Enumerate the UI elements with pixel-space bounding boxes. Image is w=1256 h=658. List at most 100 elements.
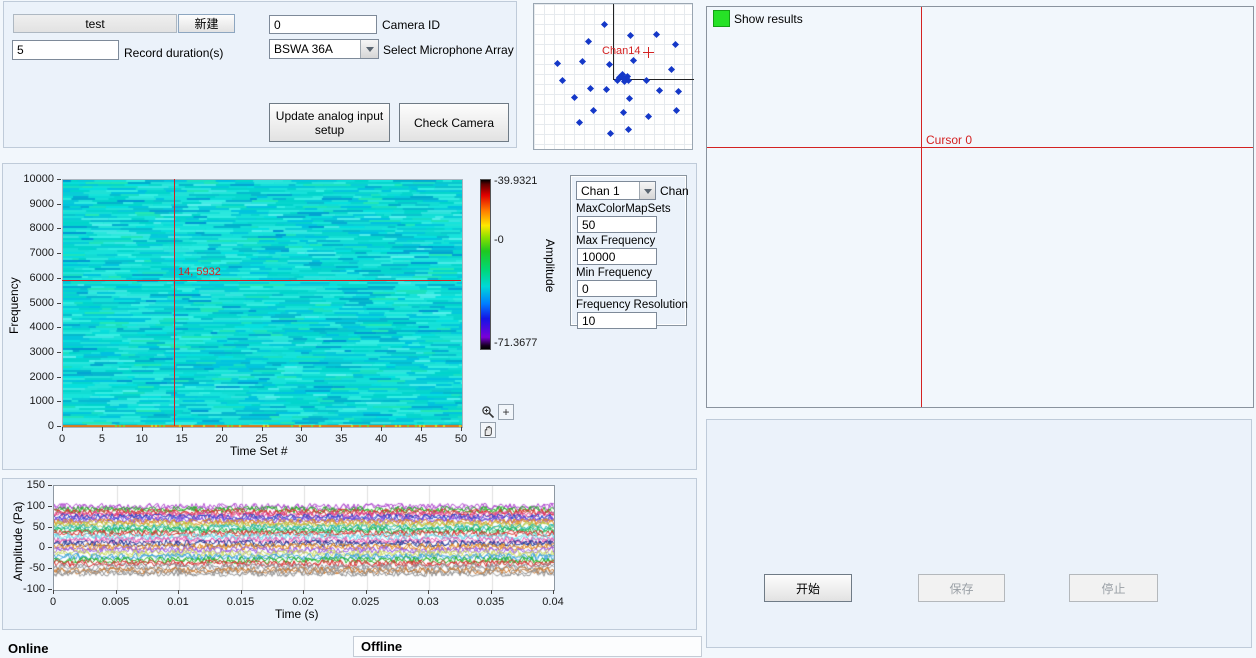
mic-dot — [672, 41, 679, 48]
min-frequency-input[interactable] — [577, 280, 657, 297]
mic-dot — [554, 60, 561, 67]
zoom-icon[interactable] — [480, 404, 496, 420]
x-tick-label: 0 — [35, 596, 71, 608]
save-button[interactable]: 保存 — [918, 574, 1005, 602]
camera-cursor-label: Cursor 0 — [926, 133, 972, 147]
start-button[interactable]: 开始 — [764, 574, 852, 602]
offline-status-box: Offline — [353, 636, 702, 657]
x-tick-label: 30 — [283, 433, 319, 445]
chan-selected-value: Chan 1 — [581, 184, 620, 198]
min-frequency-label: Min Frequency — [576, 267, 652, 279]
mic-dot — [673, 107, 680, 114]
update-analog-input-label: Update analog input setup — [272, 109, 387, 137]
camera-view[interactable]: Show results Cursor 0 — [706, 6, 1254, 408]
update-analog-input-button[interactable]: Update analog input setup — [269, 103, 390, 142]
spectrogram-panel: Frequency 051015202530354045501000090008… — [2, 163, 697, 470]
x-tick-label: 15 — [164, 433, 200, 445]
mic-dot — [626, 95, 633, 102]
y-tick-label: 50 — [5, 521, 45, 533]
x-tick-label: 0.005 — [98, 596, 134, 608]
show-results-label: Show results — [734, 12, 803, 26]
x-tick-label: 5 — [84, 433, 120, 445]
y-tick-label: 1000 — [14, 395, 54, 407]
new-button[interactable]: 新建 — [178, 14, 235, 33]
y-tick-label: 100 — [5, 500, 45, 512]
maxcolormapsets-input[interactable] — [577, 216, 657, 233]
x-tick-label: 0 — [44, 433, 80, 445]
chevron-down-icon[interactable] — [639, 182, 655, 199]
y-tick-label: 2000 — [14, 371, 54, 383]
y-tick-label: 6000 — [14, 272, 54, 284]
camera-id-input[interactable] — [269, 15, 377, 34]
x-tick-label: 0.01 — [160, 596, 196, 608]
spectrogram-cursor-vline[interactable] — [174, 179, 175, 426]
spectrogram-xlabel: Time Set # — [230, 444, 288, 458]
check-camera-button[interactable]: Check Camera — [399, 103, 509, 142]
mic-dot — [630, 57, 637, 64]
max-frequency-label: Max Frequency — [576, 235, 655, 247]
mic-array-dropdown[interactable]: BSWA 36A — [269, 39, 379, 59]
camera-cursor-vline[interactable] — [921, 7, 922, 407]
mic-array-plot[interactable]: Chan14 — [533, 3, 693, 150]
max-frequency-input[interactable] — [577, 248, 657, 265]
y-tick-label: -50 — [5, 562, 45, 574]
mic-dot — [587, 85, 594, 92]
mic-dot — [579, 58, 586, 65]
stop-button[interactable]: 停止 — [1069, 574, 1158, 602]
camera-cursor-hline[interactable] — [707, 147, 1253, 148]
y-tick-label: 5000 — [14, 297, 54, 309]
x-tick-label: 50 — [443, 433, 479, 445]
x-tick-label: 10 — [124, 433, 160, 445]
mic-dot — [675, 88, 682, 95]
spectrogram-canvas[interactable] — [62, 179, 463, 428]
x-tick-label: 35 — [323, 433, 359, 445]
waveform-canvas[interactable] — [53, 485, 555, 591]
mic-dot — [653, 31, 660, 38]
record-duration-input[interactable] — [12, 40, 119, 60]
mic-dot — [645, 113, 652, 120]
mic-dot — [620, 109, 627, 116]
y-tick-label: 0 — [5, 541, 45, 553]
frequency-resolution-input[interactable] — [577, 312, 657, 329]
x-tick-label: 0.04 — [535, 596, 571, 608]
mic-dot — [590, 107, 597, 114]
y-tick-label: 4000 — [14, 321, 54, 333]
chan-label: Chan — [660, 184, 689, 198]
online-status-label: Online — [8, 641, 48, 656]
crosshair-tool-icon[interactable]: + — [498, 404, 514, 420]
test-name-field[interactable]: test — [13, 14, 177, 33]
chan-dropdown[interactable]: Chan 1 — [576, 181, 656, 200]
x-tick-label: 0.015 — [223, 596, 259, 608]
new-button-label: 新建 — [194, 15, 218, 32]
mic-dot — [625, 126, 632, 133]
mic-dot — [606, 61, 613, 68]
mic-dot — [559, 77, 566, 84]
colorbar-title: Amplitude — [543, 239, 557, 292]
mic-dot — [627, 32, 634, 39]
x-tick-label: 0.035 — [473, 596, 509, 608]
colorbar-max-tick: -39.9321 — [494, 175, 537, 187]
spectrogram-cursor-hline[interactable] — [62, 280, 461, 281]
test-name-value: test — [85, 17, 104, 31]
y-tick-label: 0 — [14, 420, 54, 432]
y-tick-label: 10000 — [14, 173, 54, 185]
show-results-led[interactable] — [713, 10, 730, 27]
amplitude-colorbar — [480, 179, 491, 350]
chevron-down-icon[interactable] — [360, 40, 378, 58]
waveform-xlabel: Time (s) — [275, 607, 319, 621]
y-tick-label: -100 — [5, 583, 45, 595]
mic-dot — [656, 87, 663, 94]
mic-plot-cursor-label: Chan14 — [602, 45, 641, 57]
frequency-resolution-label: Frequency Resolution — [576, 299, 688, 311]
maxcolormapsets-label: MaxColorMapSets — [576, 203, 671, 215]
colorbar-mid-tick: -0 — [494, 234, 504, 246]
stop-button-label: 停止 — [1101, 580, 1125, 597]
acoustic-heatmap-canvas[interactable] — [707, 7, 1253, 407]
mic-dot — [607, 130, 614, 137]
y-tick-label: 7000 — [14, 247, 54, 259]
check-camera-label: Check Camera — [414, 116, 494, 130]
mic-array-label: Select Microphone Array — [383, 43, 514, 57]
spectrogram-cursor-label: 14, 5932 — [178, 266, 221, 278]
record-duration-label: Record duration(s) — [124, 46, 223, 60]
pan-hand-icon[interactable] — [480, 422, 496, 438]
